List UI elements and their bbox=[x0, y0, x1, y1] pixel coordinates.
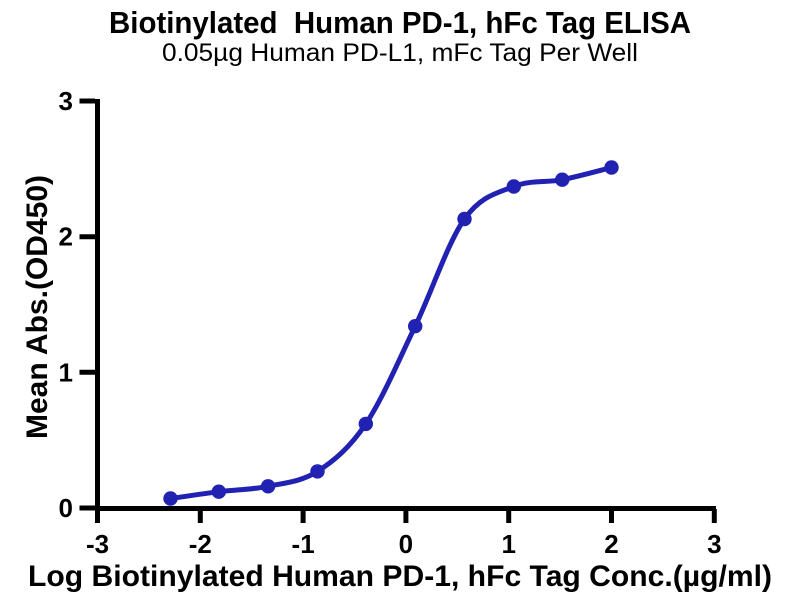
x-axis-label: Log Biotinylated Human PD-1, hFc Tag Con… bbox=[28, 560, 772, 593]
y-tick-label: 3 bbox=[59, 86, 73, 116]
data-point bbox=[408, 319, 423, 334]
data-point bbox=[211, 484, 226, 499]
x-tick-label: 1 bbox=[501, 529, 515, 559]
chart-title: Biotinylated Human PD-1, hFc Tag ELISA bbox=[109, 5, 691, 40]
x-tick-label: -1 bbox=[292, 529, 315, 559]
y-tick-label: 1 bbox=[59, 357, 73, 387]
y-axis-label: Mean Abs.(OD450) bbox=[21, 175, 54, 439]
x-tick-label: 2 bbox=[604, 529, 618, 559]
data-point bbox=[310, 464, 325, 479]
y-tick-label: 2 bbox=[59, 222, 73, 252]
data-point bbox=[163, 491, 178, 506]
data-point bbox=[555, 172, 570, 187]
x-tick-label: -3 bbox=[86, 529, 109, 559]
data-point bbox=[604, 160, 619, 175]
x-tick-label: -2 bbox=[189, 529, 212, 559]
tick-mark-path bbox=[79, 98, 717, 523]
data-point bbox=[260, 479, 276, 494]
x-tick-label: 0 bbox=[399, 529, 413, 559]
y-tick-label: 0 bbox=[59, 493, 73, 523]
fit-curve bbox=[168, 165, 614, 501]
x-tick-label: 3 bbox=[707, 529, 721, 559]
data-points bbox=[163, 160, 619, 506]
data-point bbox=[358, 416, 373, 432]
chart-subtitle: 0.05µg Human PD-L1, mFc Tag Per Well bbox=[162, 39, 638, 67]
y-axis-tick-labels: 0 1 2 3 bbox=[59, 86, 73, 523]
tick-marks bbox=[79, 98, 717, 523]
axis-lines bbox=[95, 99, 716, 523]
data-point bbox=[457, 211, 472, 227]
data-point bbox=[506, 179, 521, 194]
x-axis-tick-labels: -3 -2 -1 0 1 2 3 bbox=[86, 529, 722, 559]
